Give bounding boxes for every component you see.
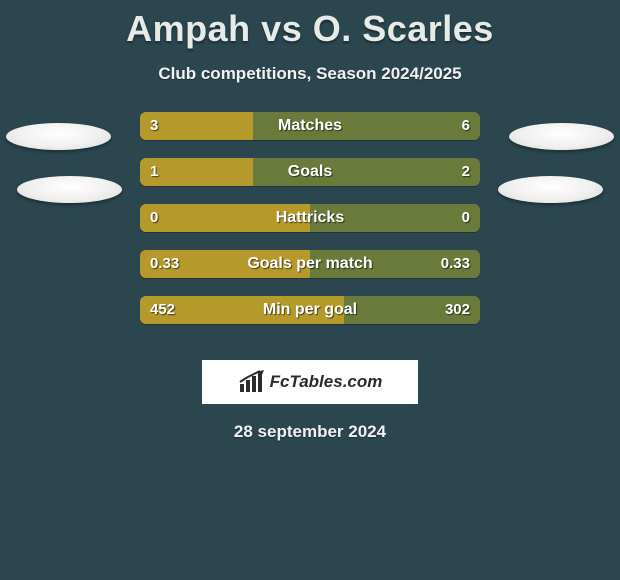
stat-row: 0.330.33Goals per match: [70, 250, 550, 296]
stat-bar: 452302Min per goal: [140, 296, 480, 324]
stats-container: 36Matches12Goals00Hattricks0.330.33Goals…: [70, 112, 550, 342]
stat-value-right: 302: [445, 296, 470, 324]
stat-value-left: 1: [150, 158, 158, 186]
stat-value-left: 452: [150, 296, 175, 324]
brand-chart-icon: [238, 370, 264, 394]
stat-value-right: 6: [462, 112, 470, 140]
stat-row: 452302Min per goal: [70, 296, 550, 342]
stat-row: 12Goals: [70, 158, 550, 204]
page-title: Ampah vs O. Scarles: [0, 0, 620, 50]
stat-value-left: 3: [150, 112, 158, 140]
stat-value-right: 2: [462, 158, 470, 186]
stat-bar: 00Hattricks: [140, 204, 480, 232]
brand-text: FcTables.com: [270, 372, 383, 392]
date: 28 september 2024: [0, 422, 620, 442]
stat-bar: 12Goals: [140, 158, 480, 186]
stat-bar-right: [253, 158, 480, 186]
stat-bar: 0.330.33Goals per match: [140, 250, 480, 278]
stat-bar: 36Matches: [140, 112, 480, 140]
stat-value-left: 0: [150, 204, 158, 232]
stat-value-left: 0.33: [150, 250, 179, 278]
stat-bar-right: [253, 112, 480, 140]
stat-value-right: 0: [462, 204, 470, 232]
stat-row: 00Hattricks: [70, 204, 550, 250]
brand-box: FcTables.com: [202, 360, 418, 404]
stat-bar-left: [140, 204, 310, 232]
stat-bar-right: [310, 204, 480, 232]
subtitle: Club competitions, Season 2024/2025: [0, 64, 620, 84]
stat-row: 36Matches: [70, 112, 550, 158]
stat-value-right: 0.33: [441, 250, 470, 278]
